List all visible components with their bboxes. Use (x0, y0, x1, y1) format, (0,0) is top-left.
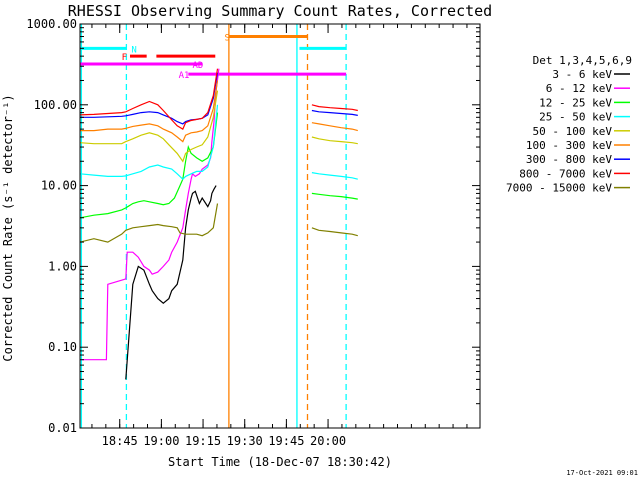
legend-entry-label: 300 - 800 keV (526, 153, 612, 166)
series-line-pre-100-300-kev (80, 80, 219, 143)
series-line-pre-800-7000-kev (80, 68, 219, 130)
legend-entry-label: 25 - 50 keV (539, 111, 612, 124)
flag-label-a1: A1 (179, 71, 190, 81)
series-line-post-25-50-kev (311, 172, 358, 180)
y-tick-label: 100.00 (34, 98, 77, 112)
series-line-pre-7000-15000-kev (80, 203, 219, 243)
x-tick-label: 19:30 (227, 434, 263, 448)
x-tick-label: 19:15 (185, 434, 221, 448)
flag-label-n: N (131, 45, 136, 55)
legend-entry-label: 800 - 7000 keV (519, 167, 612, 180)
x-tick-label: 20:00 (310, 434, 346, 448)
series-line-post-800-7000-kev (311, 104, 358, 112)
series-line-post-12-25-kev (311, 192, 358, 200)
legend-entry-label: 12 - 25 keV (539, 96, 612, 109)
series-line-pre-25-50-kev (80, 104, 219, 181)
y-tick-label: 10.00 (41, 179, 77, 193)
series-line-pre-12-25-kev (80, 112, 219, 219)
series-line-post-300-800-kev (311, 109, 358, 116)
series-line-pre-3-6-kev (125, 185, 217, 380)
x-axis-label: Start Time (18-Dec-07 18:30:42) (168, 455, 392, 469)
y-tick-label: 1.00 (48, 259, 77, 273)
series-line-pre-300-800-kev (80, 72, 219, 125)
legend-title: Det 1,3,4,5,6,9 (533, 54, 632, 67)
x-tick-label: 19:00 (143, 434, 179, 448)
flag-label-f: F (122, 53, 127, 63)
y-tick-label: 1000.00 (26, 17, 77, 31)
y-tick-label: 0.01 (48, 421, 77, 435)
series-line-post-50-100-kev (311, 136, 358, 145)
chart-title: RHESSI Observing Summary Count Rates, Co… (68, 2, 492, 20)
flag-label-s: S (224, 34, 229, 44)
legend-entry-label: 100 - 300 keV (526, 139, 612, 152)
legend-entry-label: 3 - 6 keV (552, 68, 612, 81)
footer-date: 17-Oct-2021 09:01 (566, 469, 638, 477)
plot-frame (79, 23, 481, 429)
series-line-post-100-300-kev (311, 122, 358, 132)
legend-entry-label: 6 - 12 keV (546, 82, 613, 95)
series-line-pre-50-100-kev (80, 90, 219, 163)
y-axis-label: Corrected Count Rate (s⁻¹ detector⁻¹) (1, 94, 15, 361)
x-tick-label: 19:45 (268, 434, 304, 448)
y-tick-label: 0.10 (48, 340, 77, 354)
x-tick-label: 18:45 (102, 434, 138, 448)
legend-entry-label: 50 - 100 keV (533, 125, 613, 138)
series-line-post-7000-15000-kev (311, 227, 358, 237)
legend-entry-label: 7000 - 15000 keV (506, 182, 612, 195)
axes: 1000.00 100.00 10.00 1.00 0.10 0.01 18:45 19:00… (26, 17, 481, 448)
flag-label-ad: AD (193, 61, 204, 71)
